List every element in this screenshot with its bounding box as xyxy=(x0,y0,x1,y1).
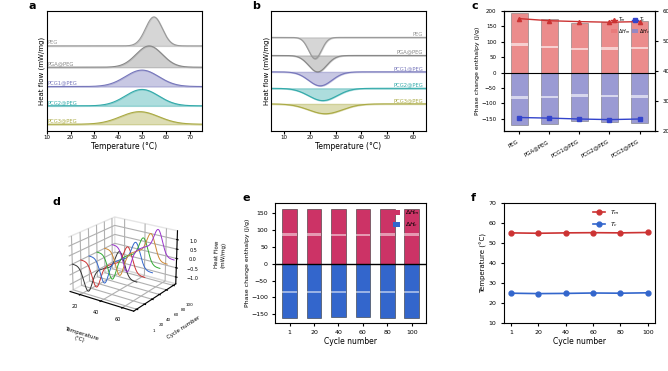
Bar xyxy=(571,23,588,73)
Bar xyxy=(601,73,618,122)
Bar xyxy=(283,209,297,264)
Bar xyxy=(380,209,395,264)
Text: PEG: PEG xyxy=(48,40,58,45)
Bar xyxy=(601,95,618,97)
Text: PCG3@PEG: PCG3@PEG xyxy=(48,118,77,124)
Bar xyxy=(511,96,528,99)
Bar xyxy=(355,290,370,293)
$T_m$ xyxy=(589,230,597,235)
Y-axis label: Phase change enthalpy (J/g): Phase change enthalpy (J/g) xyxy=(244,219,250,307)
Bar xyxy=(601,47,618,50)
$T_c$ xyxy=(534,291,542,296)
Y-axis label: Phase change enthalpy (J/g): Phase change enthalpy (J/g) xyxy=(475,27,480,115)
Bar xyxy=(404,209,419,264)
Bar xyxy=(283,264,297,318)
Bar xyxy=(571,95,588,97)
Bar xyxy=(571,73,588,121)
Bar xyxy=(631,21,648,73)
$T_c$ xyxy=(617,291,625,295)
$T_c$ xyxy=(589,291,597,295)
Text: PCG1@PEG: PCG1@PEG xyxy=(48,81,77,86)
Y-axis label: Heat flow (mW/mg): Heat flow (mW/mg) xyxy=(263,37,270,105)
Bar xyxy=(307,264,321,318)
Text: PCG3@PEG: PCG3@PEG xyxy=(393,98,424,103)
Text: e: e xyxy=(242,193,250,203)
$T_m$ xyxy=(507,231,515,235)
Text: f: f xyxy=(471,193,476,203)
Bar xyxy=(307,209,321,264)
Bar xyxy=(380,291,395,293)
Bar xyxy=(541,19,558,73)
Bar xyxy=(631,47,648,49)
Text: b: b xyxy=(253,1,261,11)
Bar xyxy=(355,264,370,317)
Bar xyxy=(283,291,297,293)
Line: $T_m$: $T_m$ xyxy=(508,230,650,236)
Bar xyxy=(355,234,370,236)
Bar xyxy=(631,95,648,98)
Bar xyxy=(631,73,648,123)
Bar xyxy=(307,233,321,236)
Legend: $\Delta H_m$, $\Delta H_c$: $\Delta H_m$, $\Delta H_c$ xyxy=(390,206,423,232)
$T_m$ xyxy=(644,230,652,235)
Bar xyxy=(331,209,346,264)
Text: PCG2@PEG: PCG2@PEG xyxy=(48,100,77,105)
$T_m$ xyxy=(562,231,570,235)
Legend: $T_m$, $\Delta H_m$, $T_c$, $\Delta H_c$: $T_m$, $\Delta H_m$, $T_c$, $\Delta H_c$ xyxy=(609,14,652,38)
Bar xyxy=(355,209,370,264)
X-axis label: Temperature (°C): Temperature (°C) xyxy=(91,142,157,151)
Text: PEG: PEG xyxy=(413,32,424,37)
Text: a: a xyxy=(28,1,35,11)
$T_c$ xyxy=(644,290,652,295)
$T_m$ xyxy=(617,231,625,235)
Line: $T_c$: $T_c$ xyxy=(508,290,650,296)
Bar xyxy=(331,290,346,293)
Text: PGA@PEG: PGA@PEG xyxy=(397,50,424,55)
Bar xyxy=(331,264,346,317)
Bar xyxy=(541,46,558,48)
$T_c$ xyxy=(507,291,515,295)
Bar xyxy=(541,96,558,98)
Text: PGA@PEG: PGA@PEG xyxy=(48,62,74,66)
Bar xyxy=(601,22,618,73)
Text: PCG2@PEG: PCG2@PEG xyxy=(393,83,424,88)
$T_c$ xyxy=(562,291,570,296)
Y-axis label: Heat flow (mW/mg): Heat flow (mW/mg) xyxy=(39,37,45,105)
X-axis label: Cycle number: Cycle number xyxy=(553,337,606,346)
Bar xyxy=(511,13,528,73)
Bar xyxy=(511,43,528,46)
$T_m$ xyxy=(534,231,542,236)
X-axis label: Temperature (°C): Temperature (°C) xyxy=(315,142,381,151)
Bar xyxy=(541,73,558,124)
Text: d: d xyxy=(53,197,60,207)
Bar xyxy=(511,73,528,125)
Bar xyxy=(283,233,297,236)
Y-axis label: Cycle number: Cycle number xyxy=(166,315,201,340)
Bar xyxy=(307,291,321,293)
X-axis label: Cycle number: Cycle number xyxy=(324,337,377,346)
Bar xyxy=(404,264,419,318)
Text: PCG1@PEG: PCG1@PEG xyxy=(393,66,424,71)
Bar xyxy=(404,233,419,236)
Text: c: c xyxy=(471,1,478,11)
X-axis label: Temperature
(°C): Temperature (°C) xyxy=(62,326,99,347)
Bar xyxy=(331,234,346,236)
Bar xyxy=(380,233,395,236)
Y-axis label: Temperature (°C): Temperature (°C) xyxy=(480,233,487,293)
Legend: $T_m$, $T_c$: $T_m$, $T_c$ xyxy=(590,206,623,232)
Bar xyxy=(380,264,395,318)
Bar xyxy=(571,47,588,50)
Bar xyxy=(404,291,419,293)
